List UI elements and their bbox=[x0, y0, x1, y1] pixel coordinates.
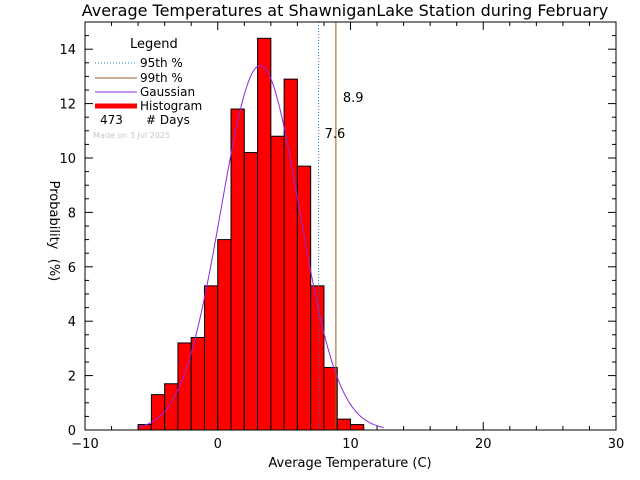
histogram-bar bbox=[323, 366, 338, 431]
x-tick-label: 30 bbox=[608, 437, 625, 452]
y-axis-unit: (%) bbox=[46, 259, 61, 282]
y-axis-title: Probability bbox=[46, 181, 61, 250]
histogram-bar bbox=[164, 383, 179, 431]
y-tick-label: 10 bbox=[59, 152, 76, 167]
gaussian-layer bbox=[137, 65, 384, 428]
y-axis: 0 2 4 6 8 10 12 14 bbox=[59, 21, 616, 439]
histogram-bar bbox=[190, 337, 205, 431]
legend-title: Legend bbox=[130, 37, 178, 52]
chart-title: Average Temperatures at ShawniganLake St… bbox=[82, 1, 609, 20]
histogram-bar bbox=[296, 165, 312, 431]
percentile-95-label: 7.6 bbox=[325, 127, 346, 142]
histogram-bar bbox=[230, 108, 245, 431]
legend-days-count: 473 bbox=[100, 113, 123, 127]
gaussian-curve bbox=[137, 65, 384, 428]
histogram-bar bbox=[217, 239, 232, 431]
y-tick-label: 6 bbox=[68, 261, 76, 276]
histogram-bar bbox=[257, 37, 272, 431]
histogram-bar bbox=[310, 285, 325, 431]
histogram-bar bbox=[203, 285, 219, 431]
y-tick-label: 8 bbox=[68, 206, 76, 221]
y-tick-label: 4 bbox=[68, 315, 76, 330]
legend: Legend 95th % 99th % Gaussian Histogram … bbox=[93, 37, 202, 140]
y-tick-label: 2 bbox=[68, 370, 76, 385]
percentile-99-label: 8.9 bbox=[343, 91, 364, 106]
legend-label-histogram: Histogram bbox=[140, 99, 202, 113]
histogram-bars bbox=[137, 37, 365, 431]
y-tick-label: 14 bbox=[59, 43, 76, 58]
y-tick-label: 0 bbox=[68, 424, 76, 439]
x-axis: −10 0 10 20 30 bbox=[71, 22, 624, 452]
x-tick-label: 20 bbox=[475, 437, 492, 452]
histogram-bar bbox=[350, 424, 365, 431]
histogram-bar bbox=[150, 394, 166, 431]
x-tick-label: −10 bbox=[71, 437, 98, 452]
legend-label-gaussian: Gaussian bbox=[140, 85, 195, 99]
legend-label-99th: 99th % bbox=[140, 71, 183, 85]
histogram-bar bbox=[270, 135, 285, 431]
histogram-bar bbox=[243, 152, 259, 431]
y-tick-label: 12 bbox=[59, 98, 76, 113]
legend-days-label: # Days bbox=[146, 113, 190, 127]
legend-label-95th: 95th % bbox=[140, 56, 183, 70]
x-axis-title: Average Temperature (C) bbox=[268, 456, 431, 471]
histogram-bar bbox=[336, 418, 352, 431]
percentile-layer: 7.6 8.9 bbox=[318, 22, 364, 430]
x-tick-label: 10 bbox=[342, 437, 359, 452]
histogram-bar bbox=[283, 78, 298, 431]
made-on-credit: Made on 3 Jul 2025 bbox=[93, 131, 170, 140]
x-tick-label: 0 bbox=[214, 437, 222, 452]
